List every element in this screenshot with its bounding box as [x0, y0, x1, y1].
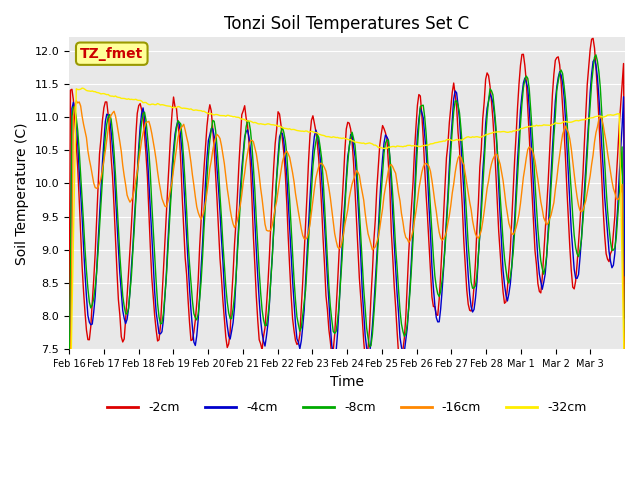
- Text: TZ_fmet: TZ_fmet: [80, 47, 143, 60]
- -32cm: [86, 88, 93, 94]
- -2cm: [621, 315, 629, 321]
- -16cm: [72, 98, 80, 104]
- -8cm: [102, 134, 109, 140]
- -32cm: [618, 259, 626, 264]
- -16cm: [353, 168, 360, 173]
- -8cm: [592, 52, 600, 58]
- -8cm: [461, 191, 469, 196]
- -4cm: [621, 273, 629, 278]
- -32cm: [65, 466, 73, 472]
- -2cm: [84, 337, 92, 343]
- Line: -8cm: -8cm: [69, 55, 625, 413]
- -16cm: [86, 157, 93, 163]
- Legend: -2cm, -4cm, -8cm, -16cm, -32cm: -2cm, -4cm, -8cm, -16cm, -32cm: [102, 396, 592, 419]
- -2cm: [351, 187, 359, 192]
- -8cm: [84, 286, 92, 291]
- -2cm: [65, 338, 73, 344]
- -16cm: [621, 396, 629, 402]
- -32cm: [463, 134, 470, 140]
- -8cm: [65, 410, 73, 416]
- Line: -4cm: -4cm: [69, 59, 625, 480]
- -32cm: [621, 406, 629, 411]
- -4cm: [461, 222, 469, 228]
- -8cm: [621, 410, 629, 416]
- -2cm: [620, 60, 627, 66]
- -2cm: [363, 358, 371, 363]
- -8cm: [618, 144, 626, 150]
- -16cm: [618, 181, 626, 187]
- Line: -2cm: -2cm: [69, 38, 625, 360]
- -2cm: [102, 99, 109, 105]
- -4cm: [84, 312, 92, 318]
- -2cm: [589, 36, 597, 41]
- X-axis label: Time: Time: [330, 374, 364, 389]
- -8cm: [351, 143, 359, 148]
- Y-axis label: Soil Temperature (C): Soil Temperature (C): [15, 122, 29, 264]
- -8cm: [544, 234, 552, 240]
- -32cm: [103, 92, 111, 97]
- Line: -16cm: -16cm: [69, 101, 625, 480]
- -32cm: [78, 85, 86, 91]
- -4cm: [351, 154, 359, 159]
- -4cm: [618, 124, 626, 130]
- -4cm: [102, 119, 109, 125]
- Title: Tonzi Soil Temperatures Set C: Tonzi Soil Temperatures Set C: [225, 15, 470, 33]
- -16cm: [546, 216, 554, 222]
- -32cm: [546, 122, 554, 128]
- -16cm: [463, 180, 470, 186]
- -16cm: [103, 137, 111, 143]
- -4cm: [544, 229, 552, 235]
- -2cm: [546, 152, 554, 157]
- -2cm: [463, 287, 470, 293]
- Line: -32cm: -32cm: [69, 88, 625, 469]
- -4cm: [591, 56, 598, 62]
- -32cm: [353, 139, 360, 145]
